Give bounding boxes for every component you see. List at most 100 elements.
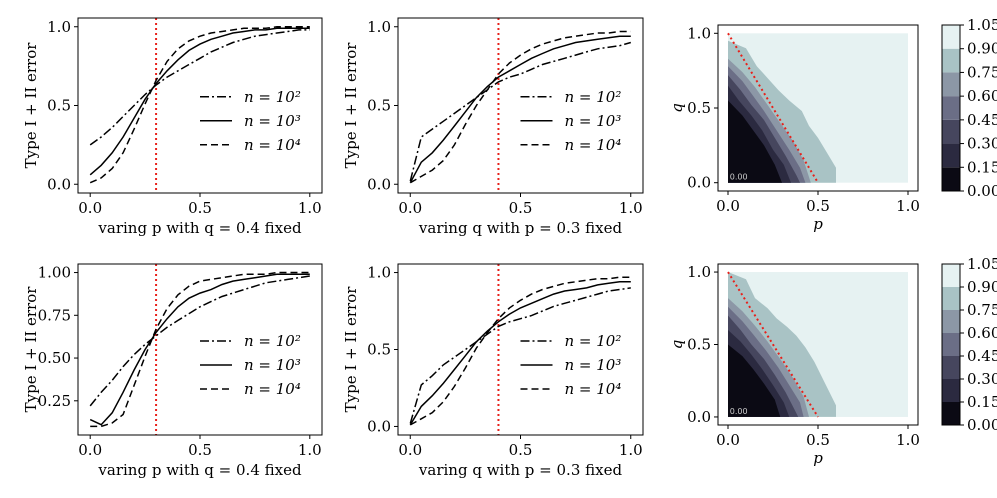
y-tick-label: 1.00 — [38, 264, 71, 282]
x-tick-label: 1.0 — [896, 197, 920, 215]
series-line-1 — [409, 287, 631, 424]
contour-inner-label: 0.00 — [730, 407, 748, 416]
colorbar-tick-label: 0.00 — [967, 416, 997, 434]
x-tick-label: 0.0 — [398, 441, 422, 459]
colorbar-band-2 — [942, 143, 960, 168]
legend-label-2: n = 10³ — [565, 112, 622, 130]
panel-2: n = 10² n = 10³ n = 10⁴ 0.0 0.5 1.0 0.0 0.5 1.0 v… — [342, 17, 644, 237]
colorbar-band-4 — [942, 333, 960, 356]
legend-label-1: n = 10² — [565, 332, 622, 350]
x-tick-label: 1.0 — [298, 441, 322, 459]
colorbar-band-7 — [942, 264, 960, 287]
series-line-3 — [90, 271, 310, 428]
series-line-2 — [89, 273, 310, 426]
legend-label-2: n = 10³ — [244, 356, 301, 374]
x-tick-label: 1.0 — [298, 199, 322, 217]
x-tick-label: 0.0 — [78, 199, 102, 217]
colorbar-tick-label: 0.75 — [967, 63, 997, 81]
x-tick-label: 0.5 — [806, 197, 830, 215]
legend-label-3: n = 10⁴ — [565, 380, 622, 398]
y-axis-label: q — [668, 340, 686, 350]
panel-4: n = 10² n = 10³ n = 10⁴ 0.0 0.5 1.0 0.25 0.50 0.… — [22, 263, 323, 479]
colorbar-tick-label: 1.05 — [967, 16, 997, 34]
y-axis-label: Type I + II error — [22, 42, 40, 169]
colorbar-tick-label: 0.90 — [967, 40, 997, 58]
x-tick-label: 0.0 — [398, 199, 422, 217]
x-axis-label: p — [813, 215, 823, 233]
y-tick-label: 0.5 — [687, 336, 711, 354]
x-axis-label: varing q with p = 0.3 fixed — [418, 461, 623, 479]
x-tick-label: 0.5 — [806, 431, 830, 449]
y-tick-label: 0.0 — [367, 175, 391, 193]
legend-label-3: n = 10⁴ — [244, 136, 301, 154]
legend-label-2: n = 10³ — [244, 112, 301, 130]
legend-label-2: n = 10³ — [565, 356, 622, 374]
panel-5: n = 10² n = 10³ n = 10⁴ 0.0 0.5 1.0 0.0 0.5 1.0 v… — [342, 263, 644, 479]
x-axis-label: varing p with q = 0.4 fixed — [97, 461, 302, 479]
colorbar-tick-label: 0.30 — [967, 370, 997, 388]
series-line-2 — [409, 35, 631, 184]
series-line-2 — [89, 27, 310, 176]
y-axis-label: q — [668, 103, 686, 113]
colorbar-band-3 — [942, 356, 960, 379]
colorbar-tick-label: 0.60 — [967, 324, 997, 342]
y-tick-label: 0.0 — [687, 408, 711, 426]
x-tick-label: 1.0 — [896, 431, 920, 449]
x-axis-label: varing p with q = 0.4 fixed — [97, 219, 302, 237]
series-line-3 — [409, 30, 631, 184]
colorbar-band-7 — [942, 25, 960, 49]
y-axis-label: Type I + II error — [342, 286, 360, 413]
y-axis-label: Type I + II error — [342, 42, 360, 169]
y-tick-label: 1.0 — [687, 263, 711, 281]
colorbar-frame — [941, 24, 961, 192]
y-tick-label: 0.5 — [687, 99, 711, 117]
y-tick-label: 0.0 — [367, 417, 391, 435]
colorbar-frame — [941, 263, 961, 426]
legend-label-1: n = 10² — [565, 88, 622, 106]
y-axis-label: Type I + II error — [22, 286, 40, 413]
y-tick-label: 0.75 — [38, 306, 71, 324]
colorbar-tick-label: 0.45 — [967, 111, 997, 129]
x-tick-label: 1.0 — [619, 199, 643, 217]
legend-label-1: n = 10² — [244, 332, 301, 350]
x-tick-label: 0.0 — [78, 441, 102, 459]
x-tick-label: 0.5 — [188, 441, 212, 459]
series-line-1 — [89, 275, 310, 407]
y-tick-label: 0.25 — [38, 392, 71, 410]
y-tick-label: 1.0 — [47, 18, 71, 36]
legend-label-1: n = 10² — [244, 88, 301, 106]
series-line-1 — [89, 29, 310, 146]
colorbar-band-5 — [942, 310, 960, 333]
series-line-1 — [409, 41, 632, 182]
x-tick-label: 0.5 — [188, 199, 212, 217]
colorbar-band-1 — [942, 167, 960, 191]
x-tick-label: 1.0 — [619, 441, 643, 459]
colorbar-band-6 — [942, 287, 960, 310]
series-line-3 — [89, 26, 310, 184]
series-line-3 — [409, 276, 631, 426]
colorbar-tick-label: 0.75 — [967, 301, 997, 319]
y-tick-label: 0.5 — [47, 97, 71, 115]
y-tick-label: 1.0 — [367, 264, 391, 282]
legend-label-3: n = 10⁴ — [244, 380, 301, 398]
y-tick-label: 1.0 — [367, 18, 391, 36]
y-tick-label: 0.0 — [687, 174, 711, 192]
colorbar-band-4 — [942, 96, 960, 120]
x-tick-label: 0.5 — [509, 441, 533, 459]
colorbar-tick-label: 0.15 — [967, 158, 997, 176]
y-tick-label: 0.50 — [38, 349, 71, 367]
colorbar-tick-label: 0.90 — [967, 278, 997, 296]
x-tick-label: 0.0 — [716, 197, 740, 215]
panel-3: 0.00 0.00 0.15 0.30 0.45 0.60 0.75 0.90 1.05 0.0 0… — [668, 16, 997, 233]
legend-label-3: n = 10⁴ — [565, 136, 622, 154]
series-line-2 — [409, 281, 631, 426]
colorbar-tick-label: 0.45 — [967, 347, 997, 365]
colorbar-band-3 — [942, 119, 960, 144]
x-tick-label: 0.5 — [509, 199, 533, 217]
panel-6: 0.00 0.00 0.15 0.30 0.45 0.60 0.75 0.90 1.05 0.0 0… — [668, 255, 997, 467]
colorbar-tick-label: 0.00 — [967, 182, 997, 200]
contour-inner-label: 0.00 — [730, 173, 748, 182]
x-tick-label: 0.0 — [716, 431, 740, 449]
diagonal-line — [727, 32, 819, 184]
y-tick-label: 0.5 — [367, 97, 391, 115]
